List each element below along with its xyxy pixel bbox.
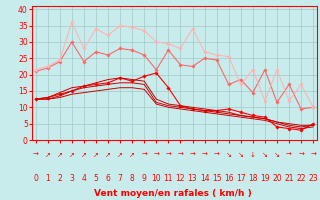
Text: ↗: ↗ <box>93 152 99 158</box>
Text: 21: 21 <box>284 174 294 183</box>
Text: →: → <box>286 152 292 158</box>
Text: ↗: ↗ <box>81 152 87 158</box>
Text: 19: 19 <box>260 174 270 183</box>
Text: 10: 10 <box>151 174 161 183</box>
Text: 14: 14 <box>200 174 209 183</box>
Text: 4: 4 <box>82 174 86 183</box>
Text: ↗: ↗ <box>105 152 111 158</box>
Text: →: → <box>165 152 171 158</box>
Text: →: → <box>202 152 207 158</box>
Text: →: → <box>141 152 147 158</box>
Text: →: → <box>153 152 159 158</box>
Text: 7: 7 <box>118 174 123 183</box>
Text: ↘: ↘ <box>226 152 232 158</box>
Text: ↗: ↗ <box>69 152 75 158</box>
Text: 9: 9 <box>142 174 147 183</box>
Text: 13: 13 <box>188 174 197 183</box>
Text: 5: 5 <box>93 174 98 183</box>
Text: 1: 1 <box>45 174 50 183</box>
Text: ↗: ↗ <box>57 152 63 158</box>
Text: 20: 20 <box>272 174 282 183</box>
Text: →: → <box>214 152 220 158</box>
Text: 0: 0 <box>33 174 38 183</box>
Text: 6: 6 <box>106 174 110 183</box>
Text: ↗: ↗ <box>129 152 135 158</box>
Text: 11: 11 <box>164 174 173 183</box>
Text: 8: 8 <box>130 174 134 183</box>
Text: →: → <box>189 152 196 158</box>
Text: Vent moyen/en rafales ( km/h ): Vent moyen/en rafales ( km/h ) <box>94 189 252 198</box>
Text: ↗: ↗ <box>45 152 51 158</box>
Text: ↘: ↘ <box>274 152 280 158</box>
Text: 2: 2 <box>57 174 62 183</box>
Text: ↓: ↓ <box>250 152 256 158</box>
Text: 15: 15 <box>212 174 221 183</box>
Text: 12: 12 <box>176 174 185 183</box>
Text: →: → <box>298 152 304 158</box>
Text: →: → <box>310 152 316 158</box>
Text: 22: 22 <box>296 174 306 183</box>
Text: ↗: ↗ <box>117 152 123 158</box>
Text: 23: 23 <box>308 174 318 183</box>
Text: ↘: ↘ <box>262 152 268 158</box>
Text: →: → <box>178 152 183 158</box>
Text: 16: 16 <box>224 174 234 183</box>
Text: 17: 17 <box>236 174 245 183</box>
Text: →: → <box>33 152 38 158</box>
Text: 3: 3 <box>69 174 74 183</box>
Text: ↘: ↘ <box>238 152 244 158</box>
Text: 18: 18 <box>248 174 258 183</box>
